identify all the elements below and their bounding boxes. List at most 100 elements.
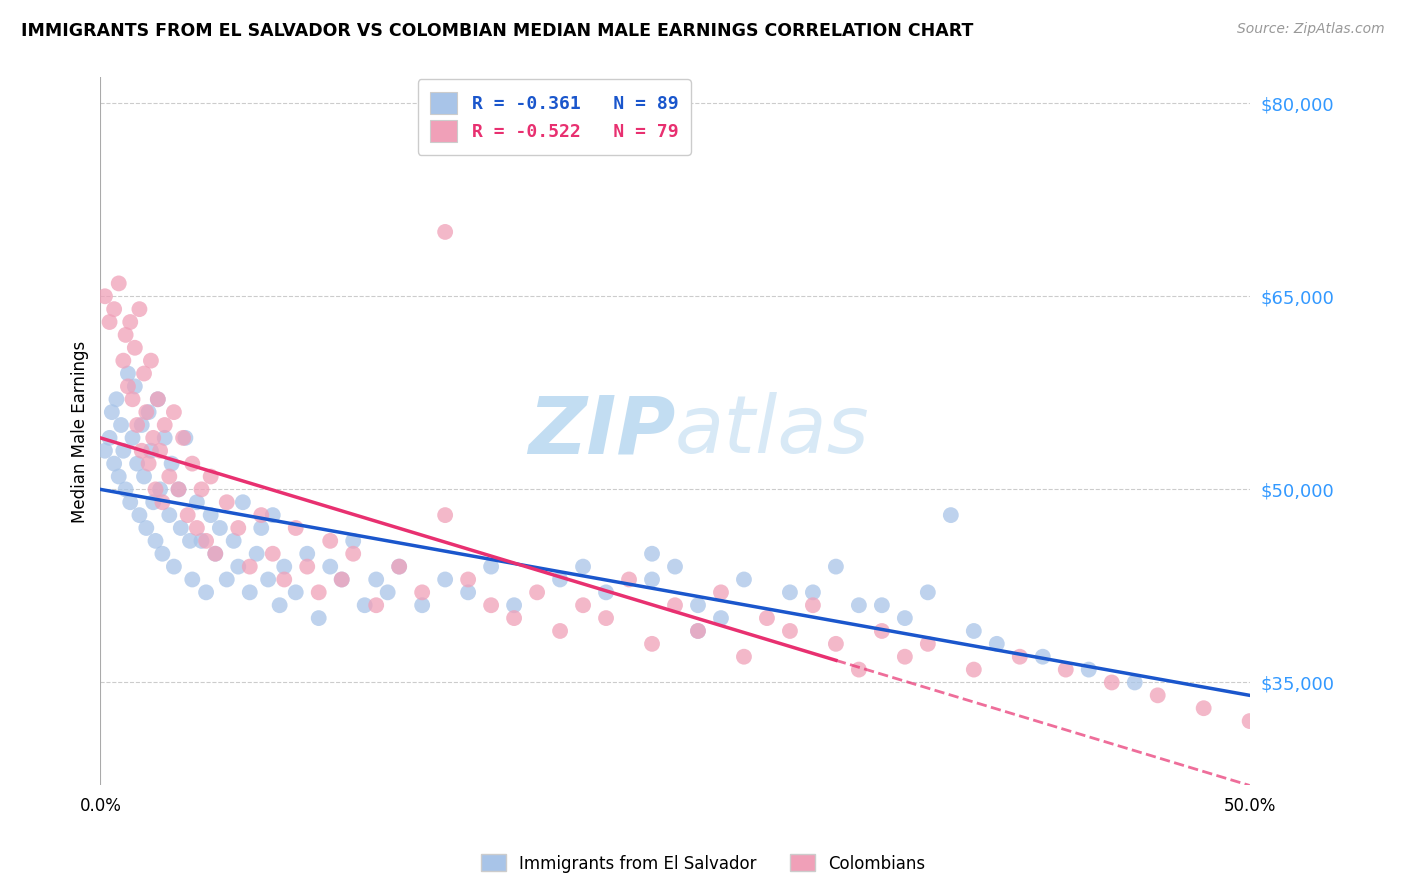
Point <box>200 508 222 522</box>
Point <box>250 521 273 535</box>
Point <box>479 599 502 613</box>
Point <box>411 599 433 613</box>
Point <box>167 483 190 497</box>
Point <box>894 611 917 625</box>
Point <box>208 521 231 535</box>
Point <box>353 599 375 613</box>
Point <box>138 405 160 419</box>
Point <box>110 417 132 432</box>
Legend: R = -0.361   N = 89, R = -0.522   N = 79: R = -0.361 N = 89, R = -0.522 N = 79 <box>418 79 690 155</box>
Point <box>572 599 595 613</box>
Point <box>190 533 212 548</box>
Point <box>127 457 149 471</box>
Point <box>152 495 174 509</box>
Point <box>664 599 686 613</box>
Point <box>342 547 364 561</box>
Point <box>107 469 129 483</box>
Point <box>686 599 709 613</box>
Point <box>388 559 411 574</box>
Point <box>733 573 755 587</box>
Point <box>457 573 479 587</box>
Point <box>330 573 353 587</box>
Point <box>181 457 204 471</box>
Point <box>257 573 280 587</box>
Point <box>128 302 150 317</box>
Point <box>186 495 208 509</box>
Point <box>273 573 295 587</box>
Point <box>195 533 218 548</box>
Point <box>801 599 824 613</box>
Point <box>319 533 342 548</box>
Point <box>176 508 198 522</box>
Point <box>342 533 364 548</box>
Point <box>825 559 848 574</box>
Point <box>330 573 353 587</box>
Point <box>114 327 136 342</box>
Point <box>262 547 284 561</box>
Point <box>457 585 479 599</box>
Point <box>710 611 733 625</box>
Point <box>172 431 194 445</box>
Point <box>1077 663 1099 677</box>
Point <box>222 533 245 548</box>
Point <box>163 559 186 574</box>
Point <box>917 637 939 651</box>
Point <box>103 457 125 471</box>
Point <box>1032 649 1054 664</box>
Point <box>848 599 870 613</box>
Point <box>284 585 307 599</box>
Point <box>308 585 330 599</box>
Point <box>366 599 388 613</box>
Point <box>124 341 146 355</box>
Point <box>94 443 117 458</box>
Point <box>848 663 870 677</box>
Point <box>204 547 226 561</box>
Point <box>128 508 150 522</box>
Point <box>132 367 155 381</box>
Point <box>308 611 330 625</box>
Point <box>1239 714 1261 728</box>
Point <box>186 521 208 535</box>
Point <box>120 495 142 509</box>
Point <box>131 417 153 432</box>
Point <box>297 547 319 561</box>
Point <box>641 637 664 651</box>
Point <box>153 431 176 445</box>
Point <box>163 405 186 419</box>
Point <box>1101 675 1123 690</box>
Point <box>870 599 893 613</box>
Point <box>733 649 755 664</box>
Point <box>239 585 262 599</box>
Point <box>1192 701 1215 715</box>
Point <box>250 508 273 522</box>
Point <box>112 353 135 368</box>
Point <box>152 547 174 561</box>
Point <box>117 367 139 381</box>
Point <box>131 443 153 458</box>
Point <box>595 585 617 599</box>
Point <box>98 431 121 445</box>
Point <box>132 469 155 483</box>
Point <box>160 457 183 471</box>
Point <box>135 405 157 419</box>
Point <box>1054 663 1077 677</box>
Point <box>939 508 962 522</box>
Point <box>755 611 778 625</box>
Point <box>121 431 143 445</box>
Point <box>124 379 146 393</box>
Point <box>135 521 157 535</box>
Point <box>101 405 124 419</box>
Point <box>801 585 824 599</box>
Point <box>503 611 526 625</box>
Point <box>112 443 135 458</box>
Point <box>149 483 172 497</box>
Point <box>269 599 291 613</box>
Point <box>174 431 197 445</box>
Point <box>239 559 262 574</box>
Point <box>986 637 1008 651</box>
Point <box>117 379 139 393</box>
Point <box>894 649 917 664</box>
Point <box>434 573 457 587</box>
Point <box>641 547 664 561</box>
Point <box>204 547 226 561</box>
